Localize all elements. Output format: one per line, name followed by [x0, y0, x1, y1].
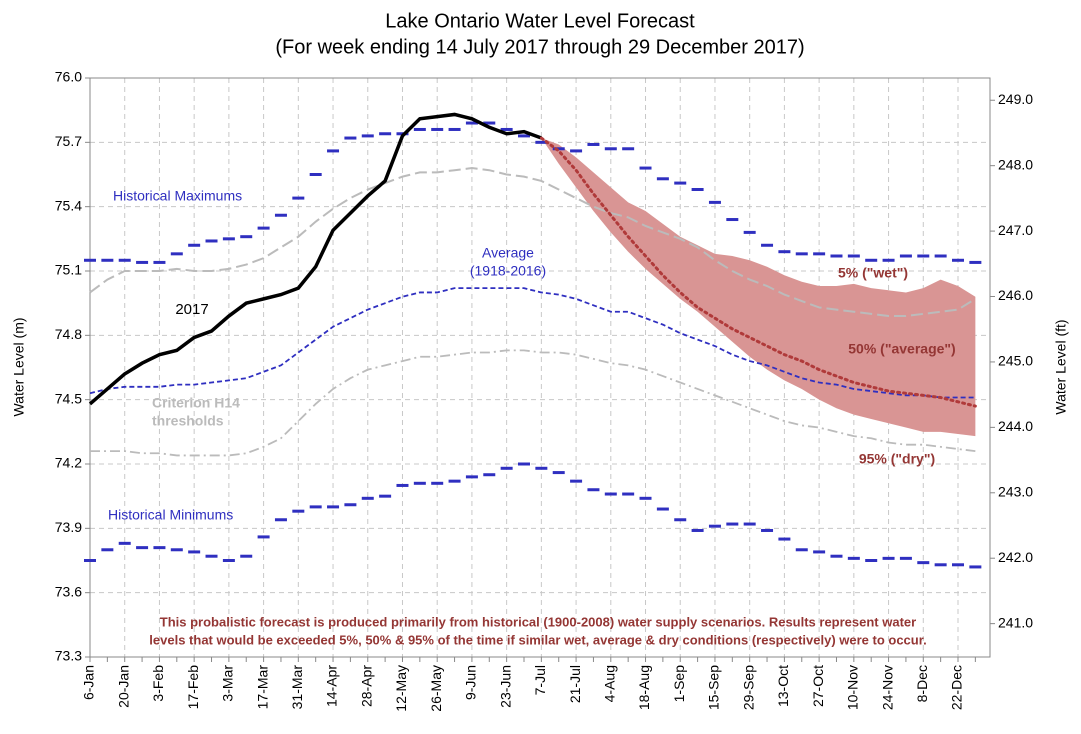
series-label: Average [482, 245, 534, 261]
x-tick-label: 6-Jan [81, 665, 97, 700]
series-line [90, 349, 976, 457]
x-tick-label: 3-Feb [150, 665, 166, 702]
x-tick-label: 17-Mar [254, 665, 270, 710]
y-tick-label: 75.4 [55, 197, 82, 213]
x-tick-label: 28-Apr [358, 665, 374, 707]
x-tick-label: 22-Dec [949, 665, 965, 710]
x-tick-label: 24-Nov [879, 665, 895, 710]
y2-tick-label: 243.0 [998, 483, 1033, 499]
series-label: 5% ("wet") [838, 265, 908, 281]
series-label: 2017 [175, 301, 208, 318]
series-label: 50% ("average") [848, 341, 955, 357]
x-tick-label: 7-Jul [532, 665, 548, 695]
x-tick-label: 14-Apr [324, 665, 340, 707]
y-tick-label: 73.6 [55, 583, 82, 599]
x-tick-label: 1-Sep [671, 665, 687, 703]
x-tick-label: 17-Feb [185, 665, 201, 710]
chart-title: Lake Ontario Water Level Forecast [385, 10, 695, 32]
series-label: Historical Maximums [113, 188, 242, 204]
x-tick-label: 29-Sep [740, 665, 756, 710]
y-tick-label: 74.8 [55, 326, 82, 342]
x-tick-label: 12-May [393, 665, 409, 712]
x-tick-label: 31-Mar [289, 665, 305, 710]
annotation: levels that would be exceeded 5%, 50% & … [149, 632, 926, 647]
y2-tick-label: 245.0 [998, 353, 1033, 369]
y-tick-label: 75.7 [55, 133, 82, 149]
plot-frame [89, 77, 991, 658]
annotation: Criterion H14 [152, 395, 240, 411]
y2-tick-label: 244.0 [998, 418, 1033, 434]
x-tick-label: 26-May [428, 665, 444, 712]
x-tick-label: 15-Sep [706, 665, 722, 710]
x-tick-label: 10-Nov [845, 665, 861, 710]
y2-axis-label: Water Level (ft) [1053, 319, 1069, 414]
y-tick-label: 73.3 [55, 648, 82, 664]
y2-tick-label: 249.0 [998, 91, 1033, 107]
y2-tick-label: 241.0 [998, 614, 1033, 630]
series-label: 95% ("dry") [859, 451, 935, 467]
y-tick-label: 75.1 [55, 262, 82, 278]
x-tick-label: 21-Jul [567, 665, 583, 703]
y2-tick-label: 247.0 [998, 222, 1033, 238]
x-tick-label: 23-Jun [497, 665, 513, 708]
annotation: (1918-2016) [470, 263, 546, 279]
y-tick-label: 73.9 [55, 519, 82, 535]
y-axis-label: Water Level (m) [11, 317, 27, 416]
series-label: Historical Minimums [108, 507, 233, 523]
y-tick-label: 74.5 [55, 390, 82, 406]
series-line [539, 136, 977, 408]
x-tick-label: 13-Oct [775, 665, 791, 707]
y2-tick-label: 242.0 [998, 549, 1033, 565]
y-tick-label: 76.0 [55, 69, 82, 85]
x-tick-label: 8-Dec [914, 665, 930, 702]
forecast-band [541, 138, 976, 437]
x-tick-label: 18-Aug [636, 665, 652, 710]
series-line [89, 287, 976, 399]
x-tick-label: 27-Oct [810, 665, 826, 707]
chart-subtitle: (For week ending 14 July 2017 through 29… [275, 36, 804, 58]
y-tick-label: 74.2 [55, 455, 82, 471]
x-tick-label: 20-Jan [115, 665, 131, 708]
x-tick-label: 4-Aug [602, 665, 618, 702]
series-line [89, 167, 976, 318]
x-tick-label: 3-Mar [220, 665, 236, 702]
y2-tick-label: 246.0 [998, 287, 1033, 303]
annotation: thresholds [152, 413, 224, 429]
annotation: This probalistic forecast is produced pr… [160, 614, 916, 629]
x-tick-label: 9-Jun [463, 665, 479, 700]
series-line [88, 112, 542, 406]
y2-tick-label: 248.0 [998, 156, 1033, 172]
